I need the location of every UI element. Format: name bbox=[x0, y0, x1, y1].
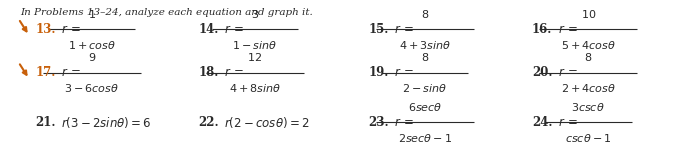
Text: 14.: 14. bbox=[199, 23, 219, 36]
Text: $3$: $3$ bbox=[251, 8, 259, 20]
Text: $6 sec \theta$: $6 sec \theta$ bbox=[408, 101, 442, 113]
Text: $csc \theta - 1$: $csc \theta - 1$ bbox=[565, 132, 611, 144]
Text: 15.: 15. bbox=[369, 23, 389, 36]
Text: $12$: $12$ bbox=[248, 51, 262, 63]
Text: 17.: 17. bbox=[35, 66, 56, 79]
Text: $2 sec \theta - 1$: $2 sec \theta - 1$ bbox=[398, 132, 452, 144]
Text: $r\,=$: $r\,=$ bbox=[61, 23, 81, 36]
Text: $8$: $8$ bbox=[421, 51, 429, 63]
Text: $r\,=$: $r\,=$ bbox=[224, 23, 244, 36]
Text: $r\,=$: $r\,=$ bbox=[558, 116, 577, 129]
Text: $1 - sin \theta$: $1 - sin \theta$ bbox=[233, 39, 277, 51]
Text: $r\,=$: $r\,=$ bbox=[558, 66, 577, 79]
Text: 20.: 20. bbox=[532, 66, 552, 79]
Text: $r\,=$: $r\,=$ bbox=[558, 23, 577, 36]
Text: 22.: 22. bbox=[199, 116, 219, 129]
Text: $4 + 3 sin \theta$: $4 + 3 sin \theta$ bbox=[399, 39, 451, 51]
Text: $9$: $9$ bbox=[88, 51, 96, 63]
Text: 13.: 13. bbox=[35, 23, 56, 36]
Text: $1$: $1$ bbox=[88, 8, 96, 20]
Text: $2 - sin \theta$: $2 - sin \theta$ bbox=[403, 82, 447, 94]
Text: $5 + 4 cos \theta$: $5 + 4 cos \theta$ bbox=[560, 39, 616, 51]
Text: $r\,=$: $r\,=$ bbox=[394, 116, 414, 129]
Text: 23.: 23. bbox=[369, 116, 389, 129]
Text: $8$: $8$ bbox=[421, 8, 429, 20]
Text: $2 + 4 cos \theta$: $2 + 4 cos \theta$ bbox=[560, 82, 616, 94]
Text: $r(3 - 2 sin \theta) = 6$: $r(3 - 2 sin \theta) = 6$ bbox=[61, 115, 152, 130]
Text: 16.: 16. bbox=[532, 23, 552, 36]
Text: $r\,=$: $r\,=$ bbox=[224, 66, 244, 79]
Text: $r\,=$: $r\,=$ bbox=[394, 66, 414, 79]
Text: $3 - 6 cos \theta$: $3 - 6 cos \theta$ bbox=[64, 82, 120, 94]
Text: $3 csc \theta$: $3 csc \theta$ bbox=[571, 101, 605, 113]
Text: $r\,=$: $r\,=$ bbox=[61, 66, 81, 79]
Text: $4 + 8 sin \theta$: $4 + 8 sin \theta$ bbox=[229, 82, 281, 94]
Text: $10$: $10$ bbox=[581, 8, 596, 20]
Text: $1 + cos \theta$: $1 + cos \theta$ bbox=[68, 39, 116, 51]
Text: 19.: 19. bbox=[369, 66, 389, 79]
Text: 18.: 18. bbox=[199, 66, 219, 79]
Text: $8$: $8$ bbox=[584, 51, 592, 63]
Text: 21.: 21. bbox=[35, 116, 56, 129]
Text: $r(2 - cos \theta) = 2$: $r(2 - cos \theta) = 2$ bbox=[224, 115, 310, 130]
Text: 24.: 24. bbox=[532, 116, 552, 129]
Text: In Problems 13–24, analyze each equation and graph it.: In Problems 13–24, analyze each equation… bbox=[20, 8, 313, 17]
Text: $r\,=$: $r\,=$ bbox=[394, 23, 414, 36]
